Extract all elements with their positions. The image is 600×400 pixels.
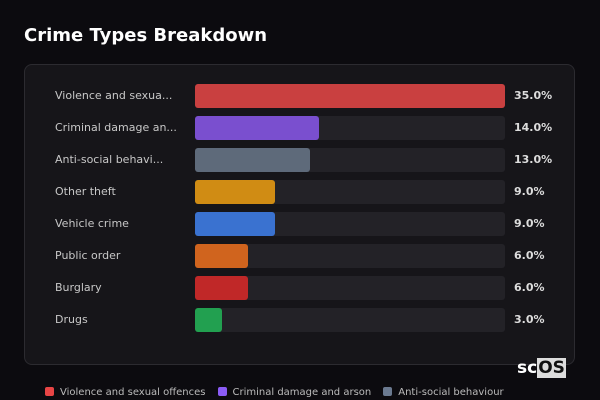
bar[interactable] <box>195 212 275 236</box>
bar[interactable] <box>195 84 505 108</box>
bar-row: Violence and sexua... 35.0% <box>25 84 574 108</box>
legend-item[interactable]: Criminal damage and arson <box>217 387 372 398</box>
category-label: Vehicle crime <box>55 217 129 230</box>
bar-track <box>195 180 505 204</box>
chart-title: Crime Types Breakdown <box>24 25 268 46</box>
legend-label: Anti-social behaviour <box>398 387 504 398</box>
category-label: Burglary <box>55 281 102 294</box>
bar-row: Burglary 6.0% <box>25 276 574 300</box>
bar[interactable] <box>195 116 319 140</box>
bar-track <box>195 276 505 300</box>
category-label: Anti-social behavi... <box>55 153 164 166</box>
value-label: 9.0% <box>514 217 545 230</box>
chart-panel: Violence and sexua... 35.0% Criminal dama… <box>24 64 575 365</box>
bar[interactable] <box>195 276 249 300</box>
legend-swatch <box>45 387 54 396</box>
bar-track <box>195 116 505 140</box>
value-label: 6.0% <box>514 281 545 294</box>
logo-text: sc <box>517 358 538 378</box>
category-label: Violence and sexua... <box>55 89 173 102</box>
bar-track <box>195 84 505 108</box>
value-label: 14.0% <box>514 121 553 134</box>
category-label: Public order <box>55 249 121 262</box>
bar[interactable] <box>195 244 249 268</box>
logo-text-box: OS <box>537 358 566 378</box>
bar[interactable] <box>195 180 275 204</box>
category-label: Other theft <box>55 185 116 198</box>
category-label: Drugs <box>55 313 88 326</box>
bar[interactable] <box>195 148 311 172</box>
legend-label: Criminal damage and arson <box>232 387 372 398</box>
bar-row: Drugs 3.0% <box>25 308 574 332</box>
bar-track <box>195 308 505 332</box>
bar-row: Anti-social behavi... 13.0% <box>25 148 574 172</box>
legend-label: Violence and sexual offences <box>60 387 206 398</box>
value-label: 35.0% <box>514 89 553 102</box>
legend-swatch <box>383 387 393 396</box>
bar-track <box>195 148 505 172</box>
value-label: 6.0% <box>514 249 545 262</box>
bar-track <box>195 212 505 236</box>
value-label: 9.0% <box>514 185 545 198</box>
legend-item[interactable]: Anti-social behaviour <box>383 387 504 398</box>
legend: Violence and sexual offences Criminal dam… <box>45 387 504 398</box>
bar-row: Vehicle crime 9.0% <box>25 212 574 236</box>
bar-row: Other theft 9.0% <box>25 180 574 204</box>
value-label: 13.0% <box>514 153 553 166</box>
bar-row: Criminal damage an... 14.0% <box>25 116 574 140</box>
logo: scOS <box>517 358 566 378</box>
legend-swatch <box>217 387 227 396</box>
category-label: Criminal damage an... <box>55 121 177 134</box>
bar-row: Public order 6.0% <box>25 244 574 268</box>
value-label: 3.0% <box>514 313 545 326</box>
bar-track <box>195 244 505 268</box>
legend-item[interactable]: Violence and sexual offences <box>45 387 206 398</box>
bar[interactable] <box>195 308 222 332</box>
